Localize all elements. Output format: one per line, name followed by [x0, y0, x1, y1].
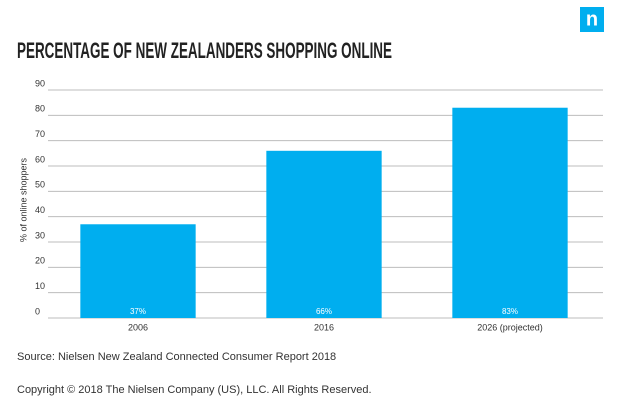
y-tick-label: 40: [35, 205, 45, 215]
y-tick-label: 30: [35, 230, 45, 240]
x-tick-label: 2006: [128, 322, 148, 332]
bar: [80, 224, 196, 318]
y-tick-label: 70: [35, 129, 45, 139]
y-axis-label: % of online shoppers: [18, 157, 28, 242]
value-label: 66%: [316, 307, 332, 316]
copyright: Copyright © 2018 The Nielsen Company (US…: [17, 384, 372, 396]
source: Source: Nielsen New Zealand Connected Co…: [17, 351, 336, 363]
bar: [452, 107, 568, 318]
logo-box: [580, 7, 604, 32]
logo: n: [586, 8, 598, 30]
chart-title: PERCENTAGE OF NEW ZEALANDERS SHOPPING ON…: [17, 38, 392, 63]
value-label: 83%: [502, 307, 518, 316]
y-tick-label: 20: [35, 256, 45, 266]
x-tick-label: 2026 (projected): [477, 322, 543, 332]
y-tick-label: 0: [35, 306, 40, 316]
x-tick-label: 2016: [314, 322, 334, 332]
y-tick-label: 10: [35, 281, 45, 291]
y-tick-label: 50: [35, 180, 45, 190]
y-tick-label: 90: [35, 78, 45, 88]
y-tick-label: 80: [35, 104, 45, 114]
y-tick-label: 60: [35, 154, 45, 164]
value-label: 37%: [130, 307, 146, 316]
bar: [266, 150, 382, 318]
